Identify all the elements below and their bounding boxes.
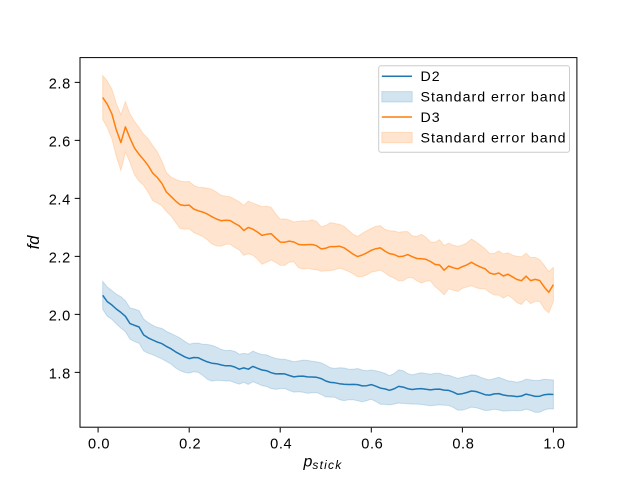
svg-text:2.4: 2.4 [49, 192, 71, 208]
svg-text:1.8: 1.8 [49, 366, 71, 382]
svg-text:1.0: 1.0 [543, 437, 565, 453]
svg-text:0.0: 0.0 [88, 437, 110, 453]
svg-text:0.2: 0.2 [179, 437, 201, 453]
svg-text:2.8: 2.8 [49, 76, 71, 92]
svg-text:Standard error band: Standard error band [421, 90, 567, 106]
svg-text:D3: D3 [421, 110, 441, 126]
svg-text:Standard error band: Standard error band [421, 130, 567, 146]
svg-text:fd: fd [25, 235, 43, 250]
svg-text:2.0: 2.0 [49, 308, 71, 324]
svg-text:2.2: 2.2 [49, 250, 71, 266]
svg-text:0.8: 0.8 [452, 437, 474, 453]
svg-text:0.6: 0.6 [361, 437, 383, 453]
svg-text:pstick: pstick [303, 453, 343, 472]
svg-text:D2: D2 [421, 69, 441, 85]
svg-text:2.6: 2.6 [49, 134, 71, 150]
svg-text:0.4: 0.4 [270, 437, 292, 453]
